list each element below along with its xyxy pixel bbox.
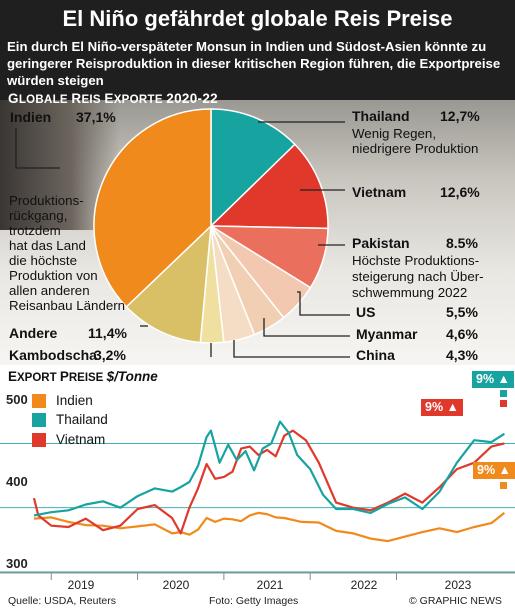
note-pakistan-1: Höchste Produktions- xyxy=(352,253,480,268)
label-thailand: Thailand xyxy=(352,108,410,124)
series-line-indien xyxy=(33,511,506,543)
legend-label: Thailand xyxy=(56,412,108,427)
note-pakistan-3: schwemmung 2022 xyxy=(352,285,468,300)
value-vietnam: 12,6% xyxy=(440,184,480,200)
label-pakistan: Pakistan xyxy=(352,235,410,251)
label-vietnam: Vietnam xyxy=(352,184,407,200)
value-myanmar: 4,6% xyxy=(446,326,478,342)
value-indien: 37,1% xyxy=(76,109,116,125)
pie-section-title: GLOBALE REIS EXPORTE 2020-22 xyxy=(8,91,218,106)
line-chart-title: EXPORT PREISE $/Tonne xyxy=(8,369,158,384)
legend-swatch xyxy=(32,413,46,427)
footer-photo: Foto: Getty Images xyxy=(209,595,299,607)
legend-swatch xyxy=(32,394,46,408)
label-china: China xyxy=(356,347,395,363)
badge-thailand: 9% ▲ xyxy=(472,371,514,388)
note-indien-line: Produktion von xyxy=(9,268,98,283)
label-kambodscha: Kambodscha xyxy=(9,347,97,363)
x-tick-label: 2020 xyxy=(162,578,190,592)
value-pakistan: 8.5% xyxy=(446,235,478,251)
note-indien-line: trotzdem xyxy=(9,223,61,238)
note-thailand-2: niedrigere Produktion xyxy=(352,141,479,156)
page-title: El Niño gefährdet globale Reis Preise xyxy=(62,6,453,31)
header-band xyxy=(0,0,515,100)
note-pakistan-2: steigerung nach Über- xyxy=(352,269,484,284)
note-indien-line: Reisanbau Ländern xyxy=(9,298,126,313)
marker-thailand xyxy=(500,390,507,397)
footer-source: Quelle: USDA, Reuters xyxy=(8,595,116,607)
legend-swatch xyxy=(32,433,46,447)
label-us: US xyxy=(356,304,376,320)
legend-label: Indien xyxy=(56,393,93,408)
note-indien-line: allen anderen xyxy=(9,283,90,298)
label-indien: Indien xyxy=(10,109,52,125)
note-indien-line: hat das Land xyxy=(9,238,86,253)
value-andere: 11,4% xyxy=(88,325,127,341)
value-thailand: 12,7% xyxy=(440,108,480,124)
note-indien-line: rückgang, xyxy=(9,208,68,223)
x-tick-label: 2023 xyxy=(444,578,472,592)
marker-vietnam xyxy=(500,400,507,407)
note-indien-line: Produktions- xyxy=(9,193,84,208)
x-tick-label: 2021 xyxy=(256,578,284,592)
note-indien-line: die höchste xyxy=(9,253,78,268)
page-subtitle: Ein durch El Niño-verspäteter Monsun in … xyxy=(7,39,501,88)
marker-indien xyxy=(500,482,507,489)
value-china: 4,3% xyxy=(446,347,478,363)
note-thailand-1: Wenig Regen, xyxy=(352,126,437,141)
x-tick-label: 2022 xyxy=(350,578,378,592)
y-tick-label: 500 xyxy=(6,392,28,407)
badge-vietnam: 9% ▲ xyxy=(421,399,463,416)
y-tick-label: 300 xyxy=(6,556,28,571)
y-tick-label: 400 xyxy=(6,474,28,489)
label-myanmar: Myanmar xyxy=(356,326,418,342)
label-andere: Andere xyxy=(9,325,58,341)
value-us: 5,5% xyxy=(446,304,478,320)
badge-indien: 9% ▲ xyxy=(473,462,515,479)
value-kambodscha: 3,2% xyxy=(94,347,126,363)
legend-label: Vietnam xyxy=(56,432,106,447)
x-tick-label: 2019 xyxy=(67,578,95,592)
footer-credit: © GRAPHIC NEWS xyxy=(409,595,502,607)
